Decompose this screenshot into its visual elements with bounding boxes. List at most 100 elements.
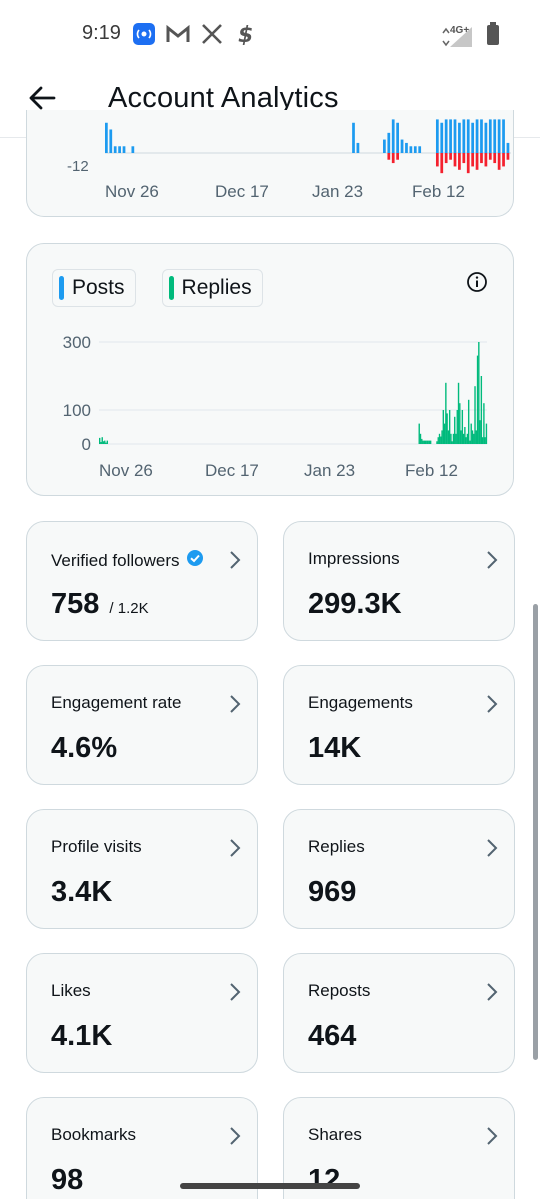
chart2-bar-1-275: [447, 430, 450, 444]
chart2-bar-1-267: [437, 437, 439, 444]
legend-posts[interactable]: Posts: [52, 269, 136, 307]
chart2-bar-1-278: [451, 441, 453, 444]
stat-subvalue: / 1.2K: [109, 600, 149, 617]
chart1-bar-1-75: [435, 153, 439, 167]
stat-label-text: Replies: [308, 837, 365, 856]
y-tick-label: 0: [82, 435, 91, 454]
system-icons: 4G+: [440, 22, 500, 51]
chevron-right-icon: [484, 694, 500, 714]
chevron-right-icon: [227, 982, 243, 1002]
stat-card-verified-followers[interactable]: Verified followers 758 / 1.2K: [26, 521, 258, 641]
battery-icon: [486, 22, 500, 51]
money-icon: $: [234, 22, 258, 46]
notification-icons: $: [132, 22, 258, 46]
chart1-bar-0-90: [502, 119, 505, 153]
chart1-bar-1-89: [497, 153, 501, 170]
chart1-bar-0-1: [109, 129, 113, 153]
stat-card-engagement-rate[interactable]: Engagement rate 4.6%: [26, 665, 258, 785]
chart1-bar-1-79: [453, 153, 457, 167]
svg-text:$: $: [238, 23, 253, 45]
chart2-bar-1-3: [102, 441, 105, 444]
chart1-bar-1-83: [471, 153, 475, 167]
chart1-bar-0-56: [352, 122, 355, 153]
y-tick-label: 100: [63, 401, 91, 420]
chart1-bar-0-84: [475, 119, 479, 153]
legend-replies-label: Replies: [181, 276, 252, 299]
chart2-bar-1-290: [466, 433, 469, 444]
chart2-bar-1-280: [454, 416, 456, 444]
chevron-right-icon: [484, 838, 500, 858]
stat-label-text: Shares: [308, 1125, 362, 1144]
stat-card-likes[interactable]: Likes 4.1K: [26, 953, 258, 1073]
chart2-bar-1-287: [462, 433, 465, 444]
chart2-bar-1-279: [452, 433, 455, 444]
chart2-bar-1-282: [456, 410, 458, 444]
stat-value: 98: [51, 1164, 83, 1197]
stat-card-replies[interactable]: Replies 969: [283, 809, 515, 929]
verified-badge-icon: [186, 549, 204, 572]
stat-value-text: 4.1K: [51, 1020, 113, 1052]
posts-color-swatch: [59, 276, 64, 300]
legend-replies[interactable]: Replies: [161, 269, 263, 307]
chart2-bar-1-272: [443, 423, 446, 444]
chart2-bar-1-266: [436, 441, 438, 444]
chevron-right-icon: [484, 982, 500, 1002]
chart2-bar-1-4: [104, 440, 106, 444]
stat-value: 4.1K: [51, 1020, 112, 1053]
info-icon[interactable]: [466, 271, 488, 293]
stat-label-text: Engagement rate: [51, 693, 182, 712]
chart2-bar-1-285: [460, 430, 462, 444]
chart2-bar-1-277: [450, 433, 452, 444]
chart2-bar-1-269: [440, 436, 442, 444]
x-tick-label: Jan 23: [312, 182, 363, 201]
chart1-bar-0-63: [383, 139, 386, 153]
chart1-bar-0-88: [493, 119, 497, 153]
stat-label: Profile visits: [51, 837, 142, 857]
stat-card-reposts[interactable]: Reposts 464: [283, 953, 515, 1073]
stat-label-text: Verified followers: [51, 550, 180, 570]
scrollbar[interactable]: [533, 604, 538, 1060]
chart1-bar-0-91: [506, 142, 510, 153]
chart2-bar-1-274: [446, 413, 448, 444]
stat-card-engagements[interactable]: Engagements 14K: [283, 665, 515, 785]
chart2-bar-1-253: [419, 433, 422, 444]
stat-card-bookmarks[interactable]: Bookmarks 98: [26, 1097, 258, 1199]
chart1-bar-0-82: [466, 119, 470, 153]
chart2-bar-1-292: [469, 440, 471, 444]
chart2-bar-1-294: [471, 430, 474, 444]
chart2-bar-1-302: [481, 437, 484, 444]
back-arrow-icon[interactable]: [26, 82, 58, 114]
chart2-bar-1-2: [101, 437, 103, 444]
chart1-bar-1-64: [387, 153, 391, 160]
chart2-bar-1-276: [448, 410, 451, 444]
chart1-bar-0-65: [391, 119, 395, 153]
chart1-bar-0-81: [462, 119, 466, 153]
chart-legend: Posts Replies: [52, 269, 263, 307]
gmail-icon: [166, 22, 190, 46]
stat-card-profile-visits[interactable]: Profile visits 3.4K: [26, 809, 258, 929]
chart1-bar-0-6: [131, 146, 135, 153]
chart1-bar-0-78: [449, 119, 452, 153]
replies-color-swatch: [168, 276, 174, 300]
chart1-bar-0-67: [400, 139, 404, 153]
chart1-bar-0-83: [471, 122, 475, 153]
stat-card-impressions[interactable]: Impressions 299.3K: [283, 521, 515, 641]
stat-card-shares[interactable]: Shares 12: [283, 1097, 515, 1199]
stat-label-text: Likes: [51, 981, 91, 1000]
chart1-bar-1-76: [440, 153, 444, 174]
chart2-bar-1-297: [475, 430, 477, 444]
chart2-bar-1-300: [479, 420, 481, 444]
chart1-bar-1-77: [444, 153, 448, 164]
chart2-bar-1-255: [422, 440, 424, 444]
stat-value: 969: [308, 876, 356, 909]
chart1-bar-0-75: [435, 119, 439, 153]
chevron-right-icon: [227, 694, 243, 714]
chart2-bar-1-254: [421, 438, 423, 444]
chart2-bar-1-5: [105, 442, 107, 444]
chart2-bar-1-295: [473, 433, 475, 444]
y-tick-label: -12: [67, 158, 89, 175]
stat-value-text: 14K: [308, 732, 362, 764]
chart1-bar-0-4: [122, 146, 126, 153]
home-indicator[interactable]: [180, 1183, 360, 1189]
chart2-bar-1-256: [423, 440, 426, 444]
